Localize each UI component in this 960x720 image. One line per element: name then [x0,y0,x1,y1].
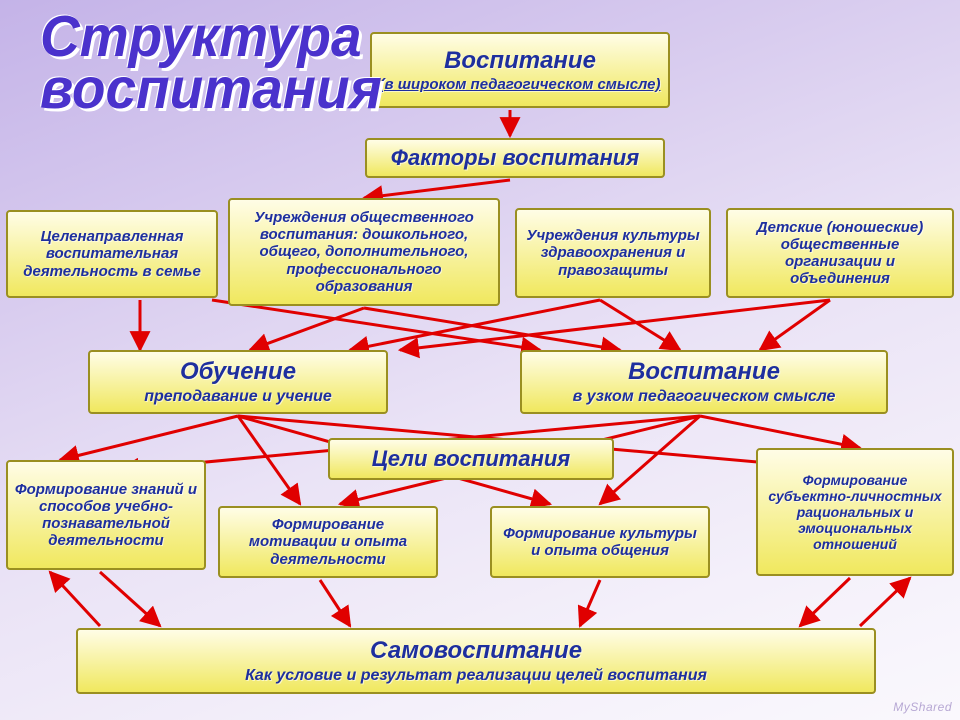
node-n9-main: Цели воспитания [372,446,571,471]
arrow [250,308,364,350]
node-n3-main: Целенаправленная воспитательная деятельн… [14,228,210,280]
arrow [700,416,860,448]
arrow [860,578,910,626]
node-n14: Самовоспитание Как условие и результат ре… [76,628,876,694]
node-n14-sub: Как условие и результат реализации целей… [245,667,707,685]
arrow [600,300,680,350]
node-n11: Формирование мотивации и опыта деятельно… [218,506,438,578]
node-n7: Обучение преподавание и учение [88,350,388,414]
arrow [760,300,830,350]
node-n10: Формирование знаний и способов учебно-по… [6,460,206,570]
node-n9: Цели воспитания [328,438,614,480]
title-line-2: воспитания [40,61,382,116]
node-n1-sub: (в широком педагогическом смысле) [379,76,660,93]
arrow [800,578,850,626]
arrow [364,308,620,350]
arrow [400,300,830,350]
watermark: MyShared [893,700,952,714]
node-n5-main: Учреждения культуры здравоохранения и пр… [523,227,703,279]
arrow [60,416,238,460]
node-n13-main: Формирование субъектно-личностных рацион… [764,472,946,552]
node-n14-main: Самовоспитание [370,637,582,665]
node-n1-main: Воспитание [444,47,596,75]
arrow [350,300,600,350]
node-n3: Целенаправленная воспитательная деятельн… [6,210,218,298]
arrow [100,572,160,626]
node-n4-main: Учреждения общественного воспитания: дош… [236,209,492,295]
node-n7-main: Обучение [180,358,296,386]
node-n6: Детские (юношеские) общественные организ… [726,208,954,298]
node-n4: Учреждения общественного воспитания: дош… [228,198,500,306]
node-n13: Формирование субъектно-личностных рацион… [756,448,954,576]
arrow [212,300,540,350]
arrow [580,580,600,626]
node-n7-sub: преподавание и учение [144,388,332,406]
node-n8-sub: в узком педагогическом смысле [573,388,836,406]
node-n2-main: Факторы воспитания [391,145,639,170]
node-n10-main: Формирование знаний и способов учебно-по… [14,481,198,550]
node-n6-main: Детские (юношеские) общественные организ… [734,219,946,288]
arrow [50,572,100,626]
node-n1: Воспитание(в широком педагогическом смыс… [370,32,670,108]
node-n8-main: Воспитание [628,358,780,386]
arrow [364,180,510,198]
arrow [238,416,300,504]
diagram-title: Структура воспитания [40,10,382,115]
node-n11-main: Формирование мотивации и опыта деятельно… [226,516,430,568]
node-n2: Факторы воспитания [365,138,665,178]
node-n8: Воспитание в узком педагогическом смысле [520,350,888,414]
node-n5: Учреждения культуры здравоохранения и пр… [515,208,711,298]
arrow [320,580,350,626]
arrow [600,416,700,504]
node-n12-main: Формирование культуры и опыта общения [498,525,702,560]
node-n12: Формирование культуры и опыта общения [490,506,710,578]
